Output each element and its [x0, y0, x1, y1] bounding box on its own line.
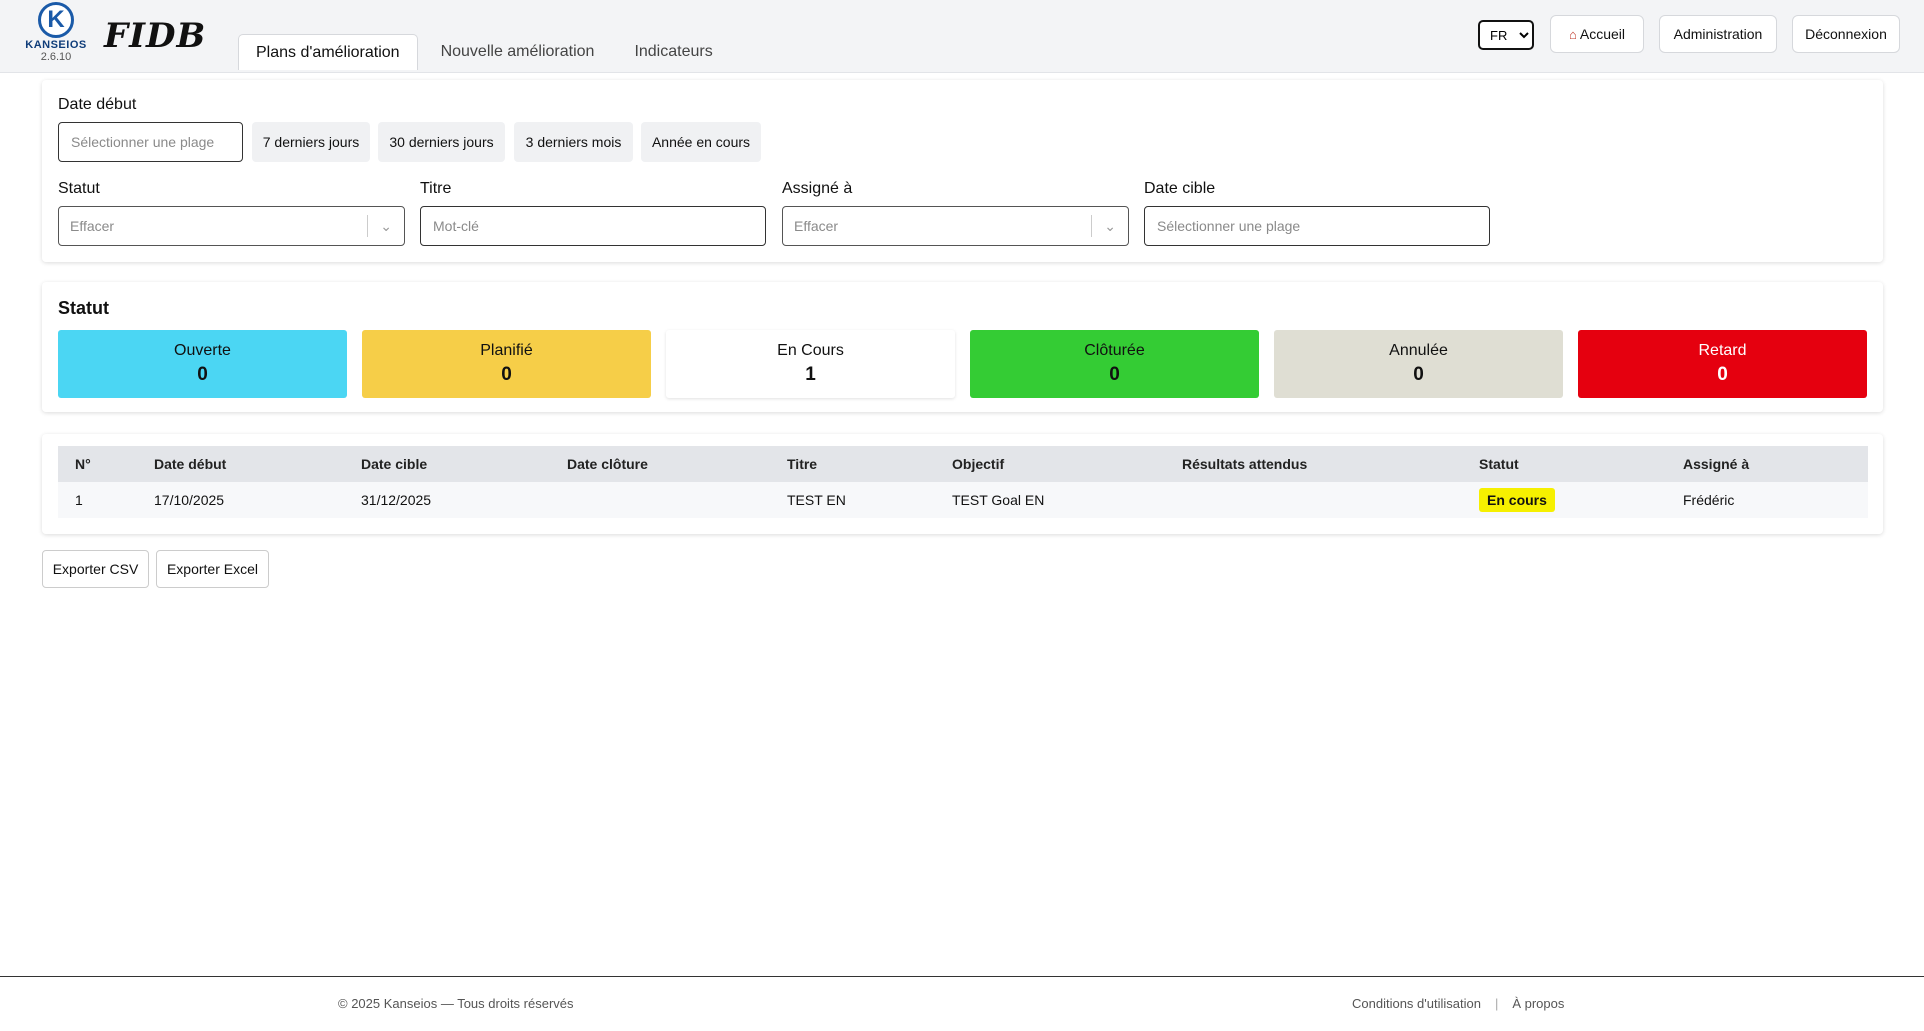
cell-date-cible: 31/12/2025 [361, 482, 567, 518]
date-cible-input[interactable]: Sélectionner une plage [1144, 206, 1490, 246]
footer-divider [0, 976, 1924, 977]
status-count: 0 [1717, 364, 1728, 385]
status-label: Planifié [480, 342, 533, 359]
home-button[interactable]: ⌂ Accueil [1550, 15, 1644, 53]
preset-current-year-button[interactable]: Année en cours [641, 122, 761, 162]
select-separator [367, 215, 368, 237]
terms-link[interactable]: Conditions d'utilisation [1352, 996, 1481, 1011]
assigne-select[interactable]: Effacer ⌄ [782, 206, 1129, 246]
cell-objectif: TEST Goal EN [952, 482, 1182, 518]
language-select[interactable]: FR [1478, 20, 1534, 50]
status-title: Statut [58, 298, 109, 318]
status-box-cloturee[interactable]: Clôturée 0 [970, 330, 1259, 398]
cell-assigne: Frédéric [1683, 482, 1868, 518]
cell-resultats [1182, 482, 1479, 518]
footer-copyright: © 2025 Kanseios — Tous droits réservés [338, 996, 574, 1011]
assigne-label: Assigné à [782, 180, 853, 197]
about-link[interactable]: À propos [1512, 996, 1565, 1011]
column-header[interactable]: N° [58, 446, 154, 482]
tab-plans-amelioration[interactable]: Plans d'amélioration [238, 34, 418, 70]
tab-indicateurs[interactable]: Indicateurs [634, 43, 713, 60]
chevron-down-icon: ⌄ [1104, 218, 1116, 234]
status-count: 1 [805, 364, 816, 385]
assigne-select-value: Effacer [794, 218, 839, 234]
statut-select[interactable]: Effacer ⌄ [58, 206, 405, 246]
cell-titre: TEST EN [787, 482, 952, 518]
status-label: Retard [1698, 342, 1747, 359]
column-header[interactable]: Statut [1479, 446, 1683, 482]
column-header[interactable]: Date clôture [567, 446, 787, 482]
status-box-annulee[interactable]: Annulée 0 [1274, 330, 1563, 398]
preset-30-days-button[interactable]: 30 derniers jours [378, 122, 505, 162]
house-icon: ⌂ [1569, 27, 1577, 42]
status-box-retard[interactable]: Retard 0 [1578, 330, 1867, 398]
status-label: En Cours [777, 342, 844, 359]
cell-num: 1 [58, 482, 154, 518]
table-row[interactable]: 1 17/10/2025 31/12/2025 TEST EN TEST Goa… [58, 482, 1868, 518]
status-box-en-cours[interactable]: En Cours 1 [666, 330, 955, 398]
date-cible-label: Date cible [1144, 180, 1216, 197]
status-box-ouverte[interactable]: Ouverte 0 [58, 330, 347, 398]
status-label: Clôturée [1084, 342, 1145, 359]
main-tabs: Plans d'amélioration Nouvelle améliorati… [238, 34, 736, 70]
status-count: 0 [501, 364, 512, 385]
column-header[interactable]: Date début [154, 446, 361, 482]
status-label: Ouverte [174, 342, 231, 359]
column-header[interactable]: Date cible [361, 446, 567, 482]
date-debut-label: Date début [58, 96, 137, 113]
tab-nouvelle-amelioration[interactable]: Nouvelle amélioration [440, 43, 595, 60]
plans-table: N° Date début Date cible Date clôture Ti… [58, 446, 1868, 518]
preset-7-days-button[interactable]: 7 derniers jours [252, 122, 370, 162]
select-separator [1091, 215, 1092, 237]
titre-label: Titre [420, 180, 452, 197]
table-header-row: N° Date début Date cible Date clôture Ti… [58, 446, 1868, 482]
status-badge: En cours [1479, 488, 1555, 512]
statut-label: Statut [58, 180, 100, 197]
titre-input[interactable]: Mot-clé [420, 206, 766, 246]
cell-date-cloture [567, 482, 787, 518]
status-box-planifie[interactable]: Planifié 0 [362, 330, 651, 398]
chevron-down-icon: ⌄ [380, 218, 392, 234]
k-logo-icon: K [38, 2, 74, 38]
cell-date-debut: 17/10/2025 [154, 482, 361, 518]
status-panel: Statut Ouverte 0 Planifié 0 En Cours 1 C… [42, 282, 1883, 412]
status-count: 0 [197, 364, 208, 385]
footer-links: Conditions d'utilisation | À propos [1352, 996, 1564, 1011]
status-count: 0 [1413, 364, 1424, 385]
logout-button[interactable]: Déconnexion [1792, 15, 1900, 53]
footer-separator: | [1494, 996, 1499, 1011]
cell-statut: En cours [1479, 482, 1683, 518]
fidb-logo: FIDB [104, 16, 207, 56]
top-header: K KANSEIOS 2.6.10 FIDB Plans d'améliorat… [0, 0, 1924, 73]
column-header[interactable]: Résultats attendus [1182, 446, 1479, 482]
kanseios-logo[interactable]: K KANSEIOS 2.6.10 [24, 2, 88, 70]
filters-panel: Date début Sélectionner une plage 7 dern… [42, 80, 1883, 262]
app-version: 2.6.10 [40, 51, 72, 63]
statut-select-value: Effacer [70, 218, 115, 234]
status-count: 0 [1109, 364, 1120, 385]
export-excel-button[interactable]: Exporter Excel [156, 550, 269, 588]
plans-table-panel: N° Date début Date cible Date clôture Ti… [42, 434, 1883, 534]
column-header[interactable]: Objectif [952, 446, 1182, 482]
administration-button[interactable]: Administration [1659, 15, 1777, 53]
date-debut-input[interactable]: Sélectionner une plage [58, 122, 243, 162]
home-button-label: Accueil [1579, 26, 1625, 42]
status-label: Annulée [1389, 342, 1448, 359]
column-header[interactable]: Titre [787, 446, 952, 482]
brand-name: KANSEIOS [25, 39, 87, 51]
column-header[interactable]: Assigné à [1683, 446, 1868, 482]
export-csv-button[interactable]: Exporter CSV [42, 550, 149, 588]
preset-3-months-button[interactable]: 3 derniers mois [514, 122, 633, 162]
